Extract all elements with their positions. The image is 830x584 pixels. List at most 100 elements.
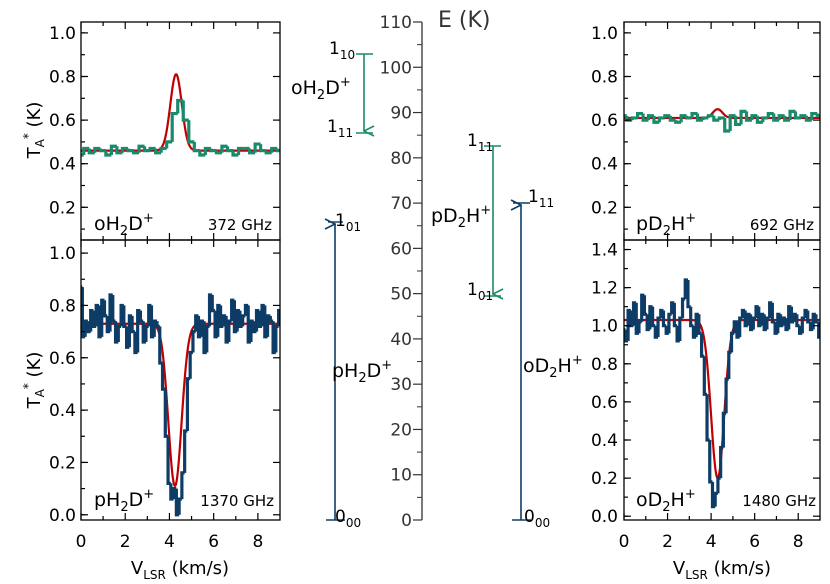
data-point-pd2h-30: [783, 115, 791, 122]
xtick-label-od2h-0: 0: [619, 532, 630, 552]
data-curve-ph2d: [80, 285, 281, 517]
data-point-pd2h-28: [772, 113, 780, 122]
data-point-od2h-35: [716, 476, 721, 494]
level-lower-label-od2h: 000: [524, 507, 550, 530]
ytick-label-oh2d-1: 0.4: [49, 155, 76, 175]
ticks-ph2d: 0.0 0.2 0.4 0.6 0.8 1.0 0 2 4 6 8: [49, 240, 280, 552]
data-curve-od2h: [623, 278, 821, 509]
energy-tick-label-11: 110: [380, 13, 412, 33]
data-point-oh2d-34: [264, 150, 272, 155]
data-point-od2h-36: [719, 446, 724, 479]
plot-frame-od2h: [623, 239, 821, 521]
data-curve-oh2d: [81, 98, 280, 157]
data-point-oh2d-31: [248, 148, 256, 155]
data-point-oh2d-24: [209, 148, 217, 153]
ytick-label-pd2h-1: 0.4: [591, 155, 618, 175]
data-point-ph2d-22: [138, 310, 144, 323]
data-point-oh2d-10: [131, 150, 140, 155]
species-label-pd2h: pD2H+: [431, 203, 491, 231]
data-point-pd2h-17: [712, 115, 720, 122]
data-point-pd2h-20: [728, 114, 736, 131]
ytick-label-od2h-4: 0.8: [591, 355, 618, 375]
data-point-oh2d-1: [82, 146, 90, 155]
xtick-label-ph2d-4: 8: [252, 532, 263, 552]
ytick-label-ph2d-1: 0.2: [49, 453, 76, 473]
data-point-pd2h-3: [636, 111, 644, 118]
level-upper-label-ph2d: 101: [335, 211, 361, 234]
panel-label-oh2d: oH2D+: [94, 211, 154, 239]
data-point-od2h-8: [642, 295, 648, 316]
data-point-oh2d-22: [198, 150, 206, 157]
data-point-pd2h-2: [630, 116, 638, 121]
data-point-pd2h-10: [674, 120, 682, 124]
data-point-oh2d-27: [225, 146, 234, 153]
species-label-oh2d: oH2D+: [291, 75, 351, 103]
data-point-pd2h-5: [646, 114, 654, 121]
data-point-od2h-19: [672, 302, 678, 328]
data-point-oh2d-17: [170, 111, 178, 142]
data-point-od2h-38: [724, 377, 729, 414]
data-point-oh2d-32: [253, 142, 261, 153]
xtick-label-ph2d-3: 6: [208, 532, 219, 552]
level-upper-label-od2h: 111: [528, 187, 554, 210]
fit-curve-pd2h: [624, 108, 820, 120]
data-point-pd2h-18: [717, 116, 725, 121]
data-point-ph2d-12: [111, 294, 116, 323]
species-label-ph2d: pH2D+: [332, 358, 392, 386]
level-lower-label-ph2d: 000: [335, 507, 361, 530]
data-point-ph2d-41: [191, 329, 196, 353]
data-point-ph2d-36: [177, 497, 182, 515]
energy-tick-label-7: 70: [390, 194, 412, 214]
ticks-oh2d: 0.2 0.4 0.6 0.8 1.0: [49, 22, 280, 240]
xtick-label-ph2d-1: 2: [120, 532, 131, 552]
data-point-oh2d-16: [165, 140, 173, 149]
data-point-od2h-32: [708, 440, 713, 484]
energy-tick-label-9: 90: [390, 104, 412, 124]
data-point-pd2h-29: [777, 114, 785, 121]
data-point-ph2d-48: [210, 294, 216, 313]
ytick-label-od2h-1: 0.2: [591, 469, 618, 489]
ytick-label-ph2d-5: 1.0: [49, 244, 76, 264]
panel-od2h: 0.0 0.2 0.4 0.6 0.8 1.0 1.2 1.4 0 2 4 6 8 oD2H+ 1480…: [591, 239, 821, 552]
data-point-oh2d-21: [192, 141, 200, 153]
data-point-oh2d-35: [270, 146, 278, 153]
fit-line-ph2d: [81, 322, 280, 488]
data-point-od2h-40: [729, 331, 735, 353]
energy-axis-title: E (K): [438, 8, 491, 33]
panel-oh2d: 0.2 0.4 0.6 0.8 1.0 oH2D+ 372 GHz: [49, 21, 281, 241]
data-point-ph2d-28: [155, 321, 160, 328]
plot-frame-ph2d: [80, 239, 281, 521]
data-point-od2h-71: [814, 314, 819, 324]
data-point-oh2d-19: [181, 100, 189, 122]
data-point-pd2h-7: [657, 116, 665, 123]
plot-frame-pd2h: [623, 21, 821, 241]
species-label-od2h: oD2H+: [523, 353, 583, 381]
data-point-od2h-22: [680, 297, 686, 319]
level-lower-label-oh2d: 111: [327, 117, 353, 140]
frequency-label-pd2h: 692 GHz: [750, 216, 814, 234]
data-point-pd2h-34: [804, 115, 812, 122]
data-point-oh2d-8: [120, 146, 128, 153]
data-point-oh2d-29: [236, 146, 245, 155]
data-point-oh2d-7: [115, 146, 123, 155]
data-point-pd2h-6: [652, 115, 660, 124]
data-point-ph2d-14: [116, 324, 122, 343]
data-point-od2h-25: [689, 306, 694, 328]
frequency-label-ph2d: 1370 GHz: [200, 492, 274, 510]
data-point-pd2h-9: [668, 115, 676, 122]
data-point-od2h-39: [727, 350, 732, 380]
data-point-pd2h-24: [750, 114, 758, 121]
x-axis-title-left: VLSR (km/s): [131, 558, 229, 582]
ytick-label-od2h-5: 1.0: [591, 317, 618, 337]
fit-line-pd2h: [624, 108, 820, 120]
data-point-pd2h-15: [701, 116, 709, 121]
data-point-oh2d-18: [176, 98, 184, 114]
data-point-pd2h-11: [679, 114, 687, 123]
data-point-oh2d-5: [104, 150, 112, 157]
data-point-ph2d-38: [183, 429, 188, 473]
data-point-oh2d-11: [137, 144, 145, 153]
data-point-pd2h-19: [723, 117, 731, 133]
ytick-label-oh2d-4: 1.0: [49, 24, 76, 44]
xtick-label-od2h-4: 8: [793, 532, 804, 552]
data-point-od2h-37: [721, 411, 727, 448]
